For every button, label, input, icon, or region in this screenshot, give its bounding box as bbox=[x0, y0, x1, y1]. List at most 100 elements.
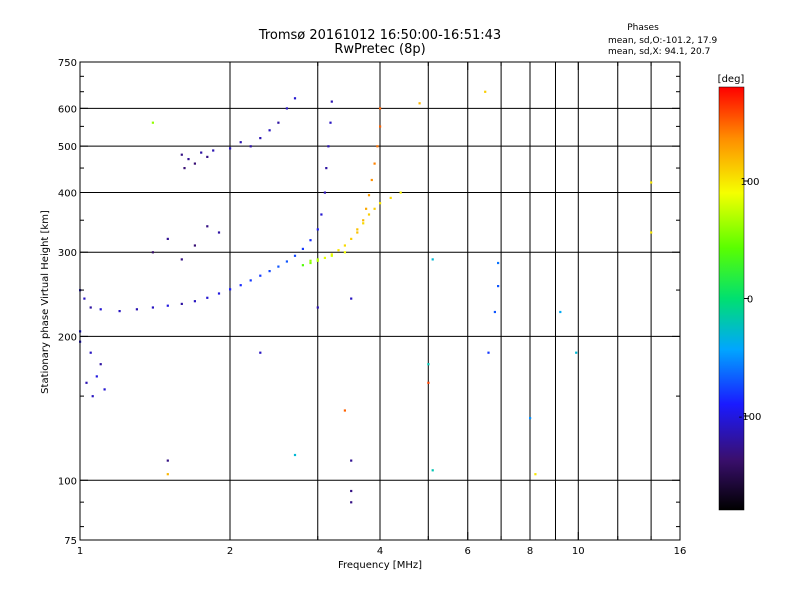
data-point bbox=[151, 121, 154, 124]
data-point bbox=[95, 375, 98, 378]
data-point bbox=[268, 129, 271, 132]
data-point bbox=[206, 296, 209, 299]
data-point bbox=[249, 279, 252, 282]
data-point bbox=[259, 137, 262, 140]
data-point bbox=[180, 302, 183, 305]
stats-o-mode: mean, sd,O:-101.2, 17.9 bbox=[608, 36, 718, 46]
y-tick-label: 300 bbox=[58, 248, 77, 259]
data-point bbox=[309, 239, 312, 242]
data-point bbox=[529, 417, 532, 420]
data-point bbox=[193, 300, 196, 303]
data-point bbox=[362, 219, 365, 222]
data-point bbox=[301, 247, 304, 250]
grid bbox=[80, 62, 680, 540]
data-point bbox=[379, 202, 382, 205]
data-point bbox=[180, 153, 183, 156]
data-point bbox=[431, 469, 434, 472]
data-point bbox=[337, 249, 340, 252]
stats-title: Phases bbox=[627, 23, 659, 33]
data-point bbox=[356, 228, 359, 231]
data-point bbox=[323, 191, 326, 194]
data-point bbox=[399, 191, 402, 194]
data-point bbox=[343, 244, 346, 247]
data-point bbox=[229, 288, 232, 291]
data-point bbox=[534, 473, 537, 476]
data-point bbox=[268, 270, 271, 273]
chart-title: Tromsø 20161012 16:50:00-16:51:43 bbox=[258, 28, 501, 43]
data-point bbox=[379, 125, 382, 128]
x-axis-label: Frequency [MHz] bbox=[338, 560, 422, 571]
data-point bbox=[301, 264, 304, 267]
data-point bbox=[330, 253, 333, 256]
data-point bbox=[329, 121, 332, 124]
data-point bbox=[350, 459, 353, 462]
data-point bbox=[277, 265, 280, 268]
y-tick-label: 200 bbox=[58, 332, 77, 343]
data-point bbox=[259, 351, 262, 354]
data-point bbox=[85, 381, 88, 384]
data-point bbox=[193, 162, 196, 165]
colorbar-label: [deg] bbox=[718, 74, 745, 85]
data-point bbox=[427, 381, 430, 384]
data-point bbox=[367, 194, 371, 197]
data-point bbox=[89, 351, 92, 354]
data-point bbox=[193, 244, 196, 247]
data-point bbox=[323, 256, 326, 259]
data-point bbox=[373, 162, 376, 165]
data-point bbox=[166, 237, 169, 240]
data-point bbox=[151, 306, 154, 309]
stats-x-mode: mean, sd,X: 94.1, 20.7 bbox=[608, 47, 710, 57]
data-point bbox=[166, 459, 169, 462]
data-points bbox=[79, 90, 653, 504]
data-point bbox=[249, 145, 252, 148]
data-point bbox=[187, 158, 190, 161]
axis-ticks: 1 2 4 6 8 10 16 75 100 200 300 400 500 600 750 bbox=[58, 58, 686, 557]
data-point bbox=[309, 259, 312, 262]
data-point bbox=[389, 196, 392, 199]
y-tick-label: 750 bbox=[58, 58, 77, 69]
data-point bbox=[497, 261, 500, 265]
data-point bbox=[343, 409, 346, 412]
data-point bbox=[99, 308, 102, 311]
colorbar-tick-label: 0 bbox=[747, 295, 753, 306]
x-tick-label: 2 bbox=[227, 546, 233, 557]
colorbar bbox=[718, 86, 745, 511]
data-point bbox=[350, 501, 353, 504]
data-point bbox=[316, 259, 319, 262]
data-point bbox=[493, 310, 496, 314]
data-point bbox=[650, 181, 653, 184]
data-point bbox=[89, 306, 92, 309]
data-point bbox=[206, 225, 209, 228]
data-point bbox=[151, 251, 154, 254]
y-tick-label: 600 bbox=[58, 104, 77, 115]
data-point bbox=[166, 304, 169, 307]
data-point bbox=[91, 395, 94, 398]
data-point bbox=[166, 473, 169, 476]
data-point bbox=[99, 363, 102, 366]
y-tick-label: 75 bbox=[64, 536, 77, 547]
data-point bbox=[293, 453, 297, 457]
y-tick-label: 100 bbox=[58, 476, 77, 487]
data-point bbox=[229, 147, 232, 150]
data-point bbox=[356, 231, 359, 234]
data-point bbox=[277, 121, 280, 124]
data-point bbox=[327, 145, 330, 148]
data-point bbox=[350, 297, 353, 300]
data-point bbox=[316, 228, 319, 231]
data-point bbox=[650, 231, 653, 234]
data-point bbox=[217, 231, 221, 234]
data-point bbox=[325, 167, 328, 170]
data-point bbox=[376, 145, 379, 148]
x-tick-label: 6 bbox=[465, 546, 471, 557]
y-axis-label: Stationary phase Virtual Height [km] bbox=[40, 210, 51, 394]
data-point bbox=[206, 155, 209, 158]
data-point bbox=[370, 178, 373, 182]
data-point bbox=[379, 107, 382, 110]
data-point bbox=[431, 258, 434, 261]
x-tick-label: 8 bbox=[527, 546, 533, 557]
data-point bbox=[350, 489, 353, 493]
colorbar-ticks: 100 0 -100 bbox=[739, 177, 762, 423]
data-point bbox=[293, 254, 297, 257]
data-point bbox=[239, 284, 242, 287]
